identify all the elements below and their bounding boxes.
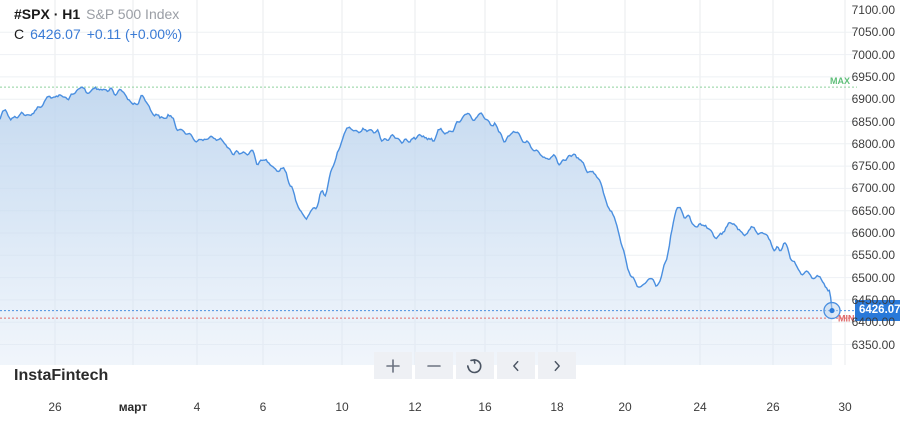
svg-text:MAX: MAX [830, 76, 850, 86]
